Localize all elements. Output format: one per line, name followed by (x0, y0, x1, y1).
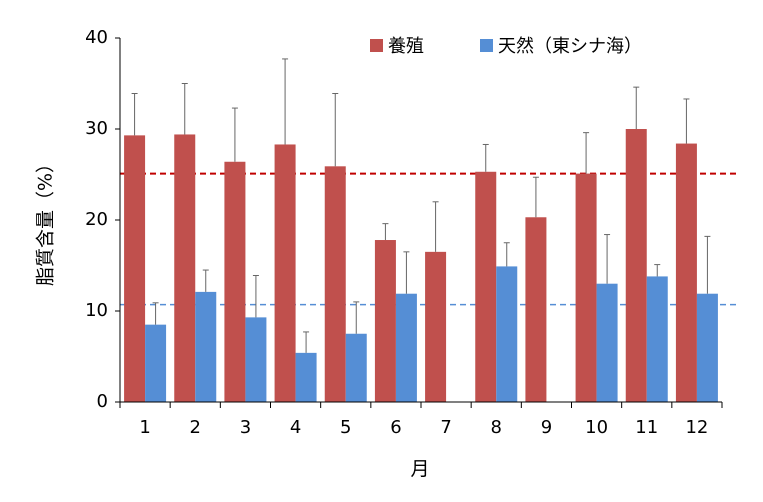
bar-wild (395, 293, 417, 402)
legend-label-wild: 天然（東シナ海） (498, 36, 642, 57)
y-axis-title: 脂質含量（%） (35, 154, 57, 286)
legend-swatch-wild (480, 39, 493, 52)
y-tick-label: 10 (85, 300, 108, 321)
y-tick-label: 0 (97, 391, 108, 412)
bar-farmed (324, 166, 346, 402)
bars (124, 129, 718, 402)
bar-wild (295, 352, 317, 402)
y-tick-label: 40 (85, 27, 108, 48)
legend: 養殖 天然（東シナ海） (370, 35, 642, 57)
bar-wild (195, 291, 217, 402)
y-tick-label: 20 (85, 209, 108, 230)
x-tick-label: 1 (139, 417, 150, 438)
bar-farmed (425, 251, 447, 402)
bar-farmed (475, 171, 497, 402)
bar-wild (145, 324, 167, 402)
bar-farmed (575, 173, 597, 402)
bar-wild (496, 266, 518, 402)
bar-wild (345, 333, 367, 402)
x-tick-label: 8 (491, 417, 502, 438)
bar-wild (646, 276, 668, 402)
x-tick-label: 10 (585, 417, 608, 438)
x-tick-label: 11 (635, 417, 658, 438)
error-bars (131, 58, 711, 353)
bar-farmed (374, 240, 396, 402)
legend-label-farmed: 養殖 (388, 35, 424, 57)
bar-farmed (174, 134, 196, 402)
x-tick-label: 6 (390, 417, 401, 438)
x-tick-label: 7 (440, 417, 451, 438)
y-tick-label: 30 (85, 118, 108, 139)
x-tick-label: 12 (685, 417, 708, 438)
bar-wild (696, 293, 718, 402)
bar-farmed (224, 161, 246, 402)
bar-farmed (124, 135, 146, 402)
bar-farmed (525, 217, 547, 402)
x-tick-label: 4 (290, 417, 301, 438)
bar-farmed (675, 143, 697, 402)
bar-wild (245, 317, 267, 402)
x-tick-label: 2 (190, 417, 201, 438)
bar-farmed (625, 129, 647, 402)
x-tick-label: 9 (541, 417, 552, 438)
bar-farmed (274, 144, 296, 402)
x-tick-label: 3 (240, 417, 251, 438)
x-axis-title: 月 (410, 458, 429, 480)
legend-swatch-farmed (370, 39, 383, 52)
x-tick-label: 5 (340, 417, 351, 438)
bar-wild (596, 283, 618, 402)
